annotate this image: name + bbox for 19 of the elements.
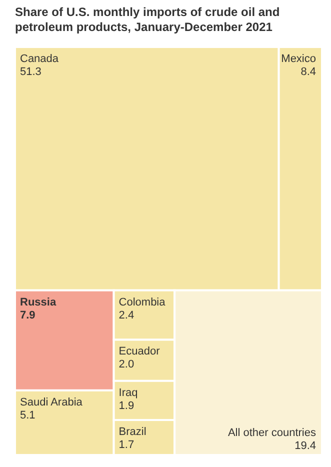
data-label: 5.1 — [20, 409, 36, 422]
category-label: All other countries — [228, 427, 316, 439]
data-label: 51.3 — [20, 66, 42, 78]
category-label: Iraq — [118, 386, 138, 399]
category-label: Mexico — [281, 53, 316, 65]
category-label: Saudi Arabia — [20, 396, 84, 408]
data-label: 19.4 — [294, 440, 316, 452]
data-label: 8.4 — [300, 66, 316, 78]
category-label: Russia — [20, 296, 57, 308]
text: Share of U.S. monthly imports of crude oil and petroleum products, January-December 2021 — [15, 5, 280, 34]
category-label: Colombia — [118, 296, 166, 308]
data-label: 1.9 — [118, 400, 134, 412]
data-label: 2.4 — [118, 309, 134, 322]
data-label: 2.0 — [118, 358, 134, 371]
data-label: 1.7 — [118, 439, 134, 452]
data-label: 7.9 — [20, 309, 36, 322]
category-label: Brazil — [118, 426, 146, 438]
category-label: Ecuador — [118, 346, 160, 358]
category-label: Canada — [20, 53, 60, 65]
